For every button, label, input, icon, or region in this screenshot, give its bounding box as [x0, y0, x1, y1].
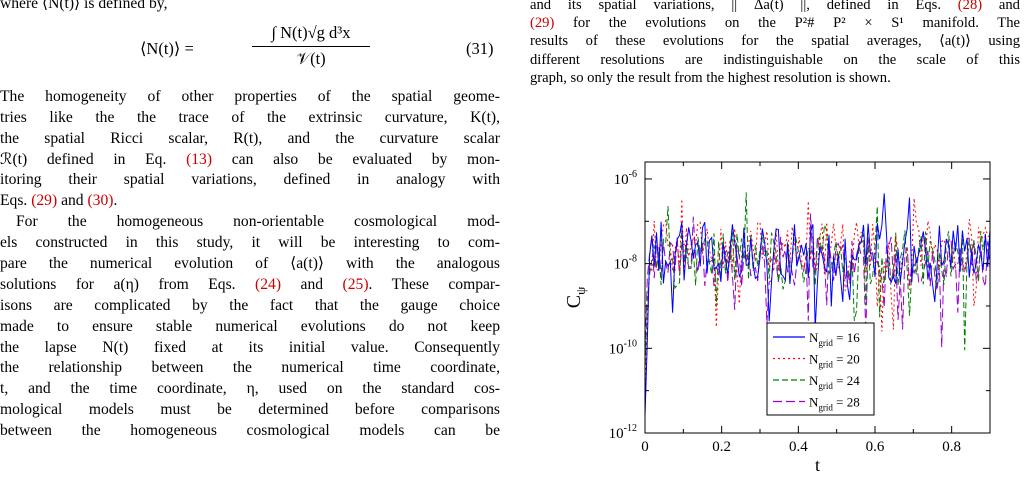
legend-label: Ngrid = 16: [809, 330, 860, 348]
legend-label: Ngrid = 28: [809, 395, 860, 413]
y-axis-label: Cψ: [563, 287, 588, 308]
equation-31: ⟨N(t)⟩ = ∫ N(t)√g d³x 𝒱(t) (31): [0, 21, 500, 79]
text-line: the lapse N(t) fixed at its initial valu…: [0, 338, 500, 356]
caption-line: results of these evolutions for the spat…: [530, 33, 1020, 50]
caption-line: graph, so only the result from the highe…: [530, 69, 891, 86]
equation-fraction: ∫ N(t)√g d³x 𝒱(t): [252, 23, 370, 70]
paragraph-comparison: For the homogeneous non-orientable cosmo…: [0, 212, 500, 442]
caption-line: different resolutions are indistinguisha…: [530, 51, 1020, 68]
text-line: els constructed in this study, it will b…: [0, 234, 500, 252]
series-line-1: [645, 193, 990, 417]
text-line: tries like the the trace of the extrinsi…: [0, 108, 500, 126]
text-line: Eqs. (29) and (30).: [0, 191, 500, 212]
text-fragment: .: [113, 192, 118, 210]
text-fragment: . These compar-: [368, 275, 500, 293]
caption-line: (29) for the evolutions on the P²# P² × …: [530, 14, 1020, 32]
paragraph-homogeneity: The homogeneity of other properties of t…: [0, 87, 500, 212]
text-fragment: ℛ(t) defined in Eq.: [0, 150, 187, 168]
caption-line: and its spatial variations, || Δa(t) ||,…: [530, 0, 1020, 14]
equation-denominator: 𝒱(t): [296, 48, 326, 68]
text-line: between the homogeneous cosmological mod…: [0, 422, 500, 440]
x-tick-label: 0.6: [866, 439, 885, 455]
text-line: t, and the time coordinate, η, used on t…: [0, 380, 500, 398]
text-line: For the homogeneous non-orientable cosmo…: [16, 213, 500, 231]
text-line: solutions for a(η) from Eqs. (24) and (2…: [0, 275, 500, 296]
legend-label: Ngrid = 20: [809, 352, 860, 370]
y-tick-label: 10-8: [614, 254, 637, 273]
series-line-3: [645, 192, 990, 374]
eq-ref-30[interactable]: (30): [87, 192, 114, 210]
x-tick-label: 0.8: [942, 439, 961, 455]
text-fragment: Eqs.: [0, 192, 32, 210]
plot-frame: [644, 161, 991, 434]
text-line: made to ensure stable numerical evolutio…: [0, 317, 500, 335]
eq-ref-29-caption[interactable]: (29): [530, 15, 555, 32]
left-column: where ⟨N(t)⟩ is defined by, ⟨N(t)⟩ = ∫ N…: [0, 0, 500, 442]
text-fragment: and: [982, 0, 1020, 13]
text-fragment: and: [281, 275, 343, 293]
text-line: the relationship between the numerical t…: [0, 359, 500, 377]
constraint-chart: 0 0.2 0.4 0.6 0.8 10-6 10-8 10-10 10-12 t Cψ Ngrid …: [563, 161, 991, 475]
eq-ref-25[interactable]: (25): [342, 275, 369, 293]
x-axis-label: t: [815, 455, 820, 475]
text-line: The homogeneity of other properties of t…: [0, 87, 500, 105]
legend-box: [766, 322, 875, 416]
text-line: ℛ(t) defined in Eq. (13) can also be eva…: [0, 150, 500, 171]
text-line: pare the numerical evolution of ⟨a(t)⟩ w…: [0, 255, 500, 273]
eq-ref-28[interactable]: (28): [957, 0, 983, 13]
figure-caption: and its spatial variations, || Δa(t) ||,…: [530, 0, 1020, 87]
y-tick-label: 10-6: [614, 169, 637, 188]
text-fragment: and its spatial variations, || Δa(t) ||,…: [530, 0, 958, 13]
equation-number: (31): [466, 38, 494, 58]
x-tick-label: 0: [641, 439, 649, 455]
text-line: itoring their spatial variations, define…: [0, 171, 500, 189]
text-line: isons are complicated by the fact that t…: [0, 296, 500, 314]
text-line: mological models must be determined befo…: [0, 401, 500, 419]
equation-numerator: ∫ N(t)√g d³x: [252, 23, 370, 47]
text-fragment: for the evolutions on the P²# P² × S¹ ma…: [554, 15, 1020, 32]
y-tick-label: 10-10: [609, 338, 637, 357]
series-line-2: [645, 198, 990, 395]
series-line-4: [645, 213, 990, 353]
x-tick-label: 0.2: [712, 439, 731, 455]
text-line: the spatial Ricci scalar, R(t), and the …: [0, 129, 500, 147]
intro-text: where ⟨N(t)⟩ is defined by,: [0, 0, 168, 12]
y-tick-label: 10-12: [609, 423, 637, 442]
equation-lhs: ⟨N(t)⟩ =: [140, 38, 194, 58]
eq-ref-13[interactable]: (13): [186, 150, 213, 168]
legend-label: Ngrid = 24: [809, 373, 860, 391]
x-tick-label: 0.4: [789, 439, 808, 455]
text-fragment: solutions for a(η) from Eqs.: [0, 275, 256, 293]
text-fragment: and: [57, 192, 88, 210]
eq-ref-24[interactable]: (24): [255, 275, 282, 293]
eq-ref-29[interactable]: (29): [31, 192, 58, 210]
text-fragment: can also be evaluated by mon-: [231, 150, 500, 168]
